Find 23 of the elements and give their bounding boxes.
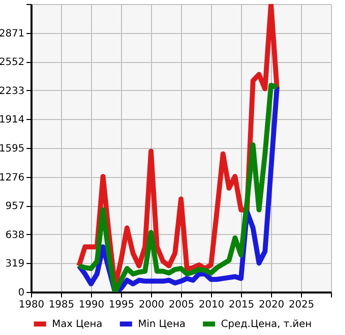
y-tick-label: 1914 [0, 114, 24, 126]
x-tick-label: 1990 [78, 300, 104, 310]
x-tick-label: 2025 [288, 300, 314, 310]
y-tick-label: 957 [5, 201, 24, 212]
y-tick-label: 2552 [0, 57, 24, 68]
x-tick-label: 2010 [198, 300, 224, 310]
y-tick-label: 2871 [0, 28, 24, 40]
legend-label: Min Цена [138, 319, 186, 330]
x-tick-label: 2020 [258, 300, 284, 310]
y-tick-label: 0 [18, 288, 24, 298]
x-tick-label: 1995 [108, 300, 134, 310]
y-tick-label: 1276 [0, 172, 24, 184]
x-tick-label: 1985 [48, 300, 74, 310]
y-tick-label: 1595 [0, 144, 24, 154]
x-tick-label: 2005 [168, 300, 194, 310]
legend-label: Сред.Цена, т.йен [221, 319, 312, 330]
y-tick-label: 319 [5, 258, 24, 270]
y-tick-label: 2233 [0, 86, 24, 97]
x-tick-label: 2000 [138, 300, 164, 310]
x-tick-label: 2015 [228, 300, 254, 310]
x-tick-label: 1980 [18, 300, 44, 310]
y-tick-label: 638 [5, 230, 24, 241]
legend-label: Max Цена [52, 319, 102, 330]
